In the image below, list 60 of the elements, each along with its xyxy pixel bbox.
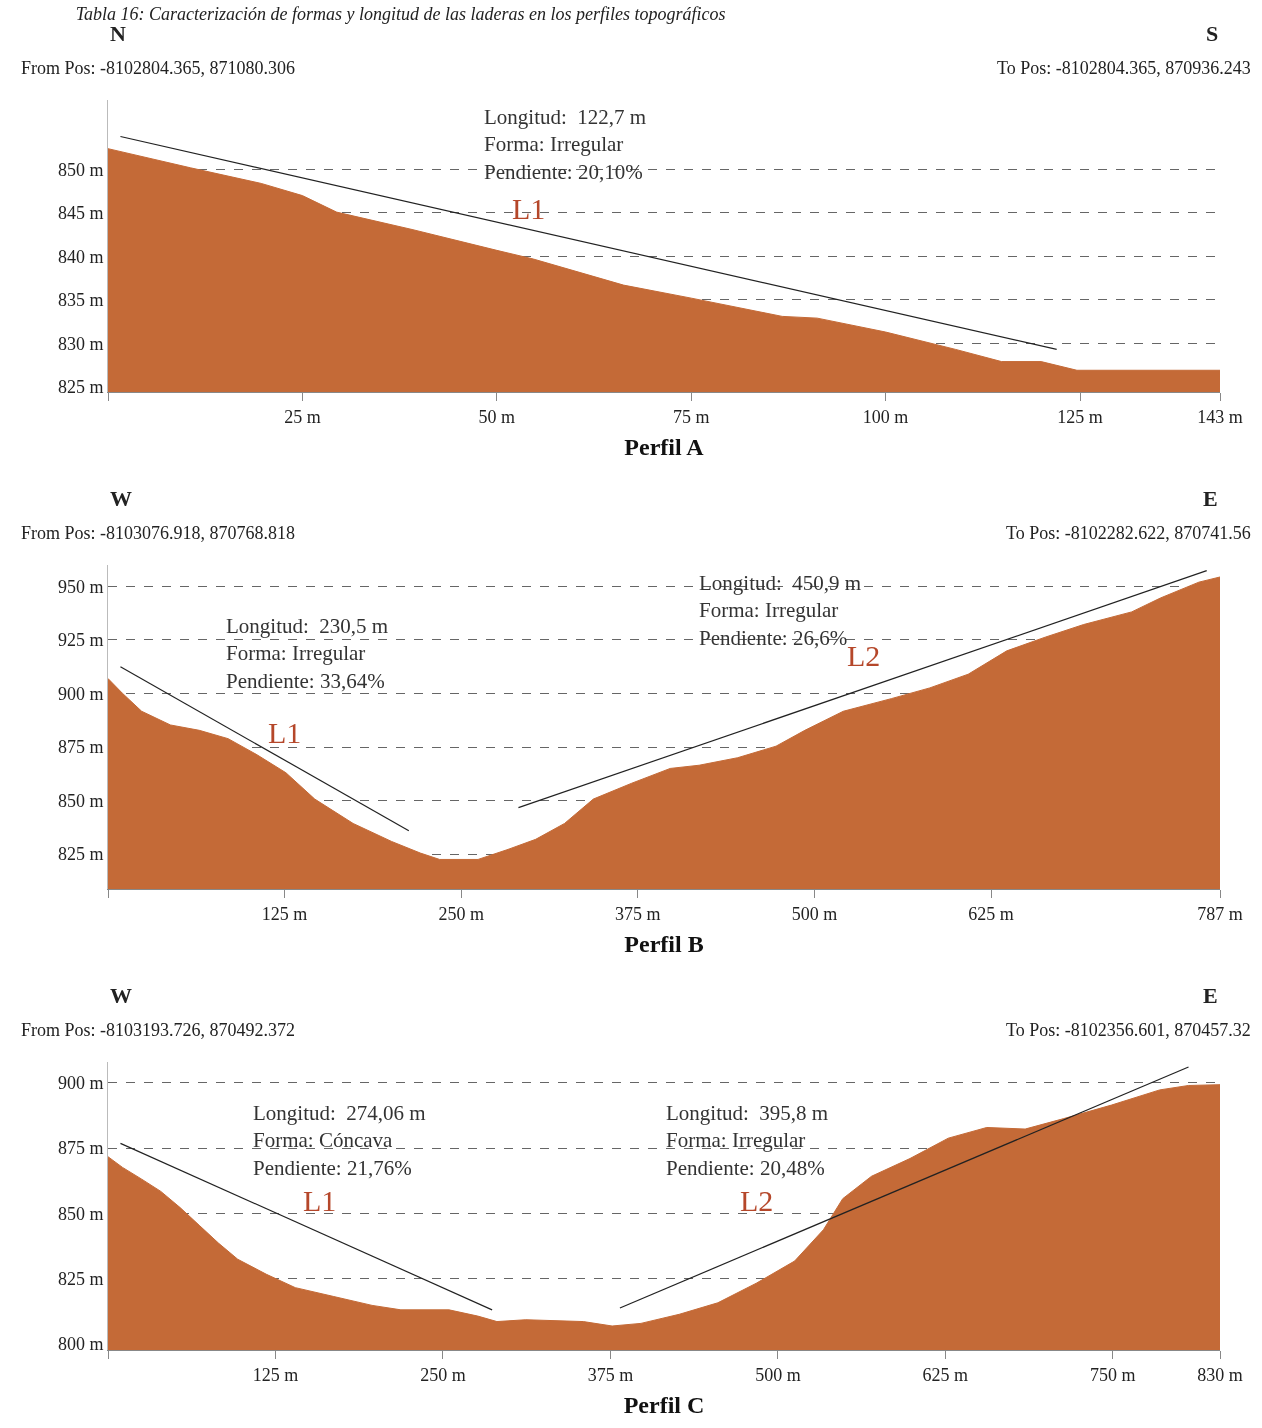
x-tick-label: 500 m xyxy=(755,1364,801,1385)
text: From Pos: -8103193.726, 870492.372 xyxy=(21,1020,296,1040)
text: To Pos: -8102356.601, 870457.32 xyxy=(1006,1020,1251,1040)
y-tick-label: 850 m xyxy=(57,1203,104,1224)
x-tick-label: 625 m xyxy=(922,1364,969,1385)
text: N xyxy=(110,21,126,46)
text: From Pos: -8103076.918, 870768.818 xyxy=(21,523,296,543)
text: E xyxy=(1203,486,1218,511)
y-tick-label: 840 m xyxy=(57,246,104,267)
y-tick-label: 875 m xyxy=(57,737,104,758)
annotation: L1 xyxy=(268,716,302,749)
x-tick-label: 787 m xyxy=(1197,903,1243,924)
x-axis-title: Perfil C xyxy=(623,1391,705,1418)
x-axis-title: Perfil A xyxy=(624,433,705,460)
y-tick-label: 830 m xyxy=(57,333,104,354)
x-tick-label: 625 m xyxy=(968,903,1014,924)
annotation: Longitud: 122,7 m Forma: Irregular Pendiente: 20,10% xyxy=(484,105,647,184)
annotation: L1 xyxy=(512,192,546,225)
x-tick-label: 125 m xyxy=(261,903,308,924)
x-tick-label: 750 m xyxy=(1090,1364,1136,1385)
x-tick-label: 830 m xyxy=(1197,1364,1243,1385)
annotation: Longitud: 395,8 m Forma: Irregular Pendiente: 20,48% xyxy=(666,1101,829,1180)
x-tick-label: 143 m xyxy=(1197,406,1243,427)
y-tick-label: 900 m xyxy=(57,683,104,704)
y-tick-label: 925 m xyxy=(57,630,104,651)
text: W xyxy=(110,983,132,1008)
y-tick-label: 875 m xyxy=(57,1138,104,1159)
x-axis-title: Perfil B xyxy=(624,930,704,957)
text: To Pos: -8102282.622, 870741.56 xyxy=(1006,523,1251,543)
x-tick-label: 250 m xyxy=(438,903,484,924)
y-tick-label: 835 m xyxy=(57,290,104,311)
annotation: L1 xyxy=(303,1184,337,1217)
chart-title: Tabla 16: Caracterización de formas y longitud de las laderas en los perfiles topográficos xyxy=(75,3,726,24)
y-tick-label: 825 m xyxy=(57,844,104,865)
y-tick-label: 825 m xyxy=(57,377,104,398)
y-tick-label: 950 m xyxy=(57,576,104,597)
y-tick-label: 825 m xyxy=(57,1268,104,1289)
x-tick-label: 125 m xyxy=(1057,406,1103,427)
y-tick-label: 850 m xyxy=(57,790,104,811)
x-tick-label: 75 m xyxy=(672,406,710,427)
text: E xyxy=(1203,983,1218,1008)
x-tick-label: 100 m xyxy=(862,406,909,427)
y-tick-label: 845 m xyxy=(57,203,104,224)
x-tick-label: 500 m xyxy=(791,903,838,924)
annotation: L2 xyxy=(740,1184,774,1217)
text: S xyxy=(1206,21,1219,46)
text: To Pos: -8102804.365, 870936.243 xyxy=(997,58,1251,78)
text: From Pos: -8102804.365, 871080.306 xyxy=(21,58,296,78)
y-tick-label: 800 m xyxy=(57,1334,104,1355)
y-tick-label: 900 m xyxy=(57,1073,104,1094)
text: W xyxy=(110,486,132,511)
x-tick-label: 125 m xyxy=(252,1364,299,1385)
annotation: Longitud: 274,06 m Forma: Cóncava Pendiente: 21,76% xyxy=(253,1101,426,1180)
x-tick-label: 25 m xyxy=(284,406,321,427)
y-tick-label: 850 m xyxy=(57,159,104,180)
x-tick-label: 250 m xyxy=(420,1364,466,1385)
annotation: Longitud: 230,5 m Forma: Irregular Pendiente: 33,64% xyxy=(226,614,389,693)
x-tick-label: 375 m xyxy=(587,1364,634,1385)
x-tick-label: 375 m xyxy=(615,903,661,924)
x-tick-label: 50 m xyxy=(478,406,516,427)
